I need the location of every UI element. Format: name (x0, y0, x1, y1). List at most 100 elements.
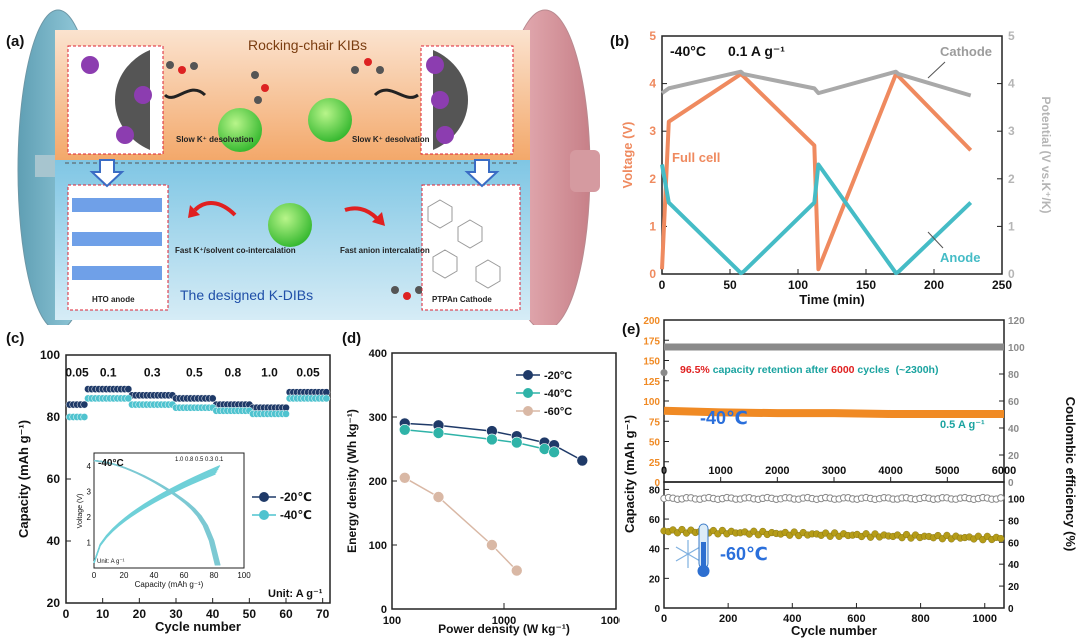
inset-unit: Unit: A g⁻¹ (97, 559, 125, 565)
y-tick-label-e-bottom: 0 (654, 604, 660, 615)
capacity-point-e-bottom (997, 534, 1005, 543)
inset-rates: 1.0 0.8 0.5 0.3 0.1 (175, 457, 224, 463)
b-ylabel-left: Voltage (V) (620, 122, 635, 189)
b-ylabel-right: Potential (V vs.K⁺/K) (1039, 96, 1053, 213)
y-tick-label-c: 80 (47, 410, 61, 424)
c-ylabel: Capacity (mAh g⁻¹) (16, 420, 31, 538)
ptpan-structure (427, 199, 501, 289)
legend-marker-d (523, 370, 533, 380)
y-tick-label-e-bottom: 20 (649, 574, 661, 585)
panel-b: (b) 0 50 100 150 200 250 0 01 12 23 34 45 5 -40°C 0… (610, 29, 1053, 307)
slow-arrow (373, 88, 419, 99)
inset-charge-curve (93, 473, 216, 564)
legend-c-20: -20℃ (280, 490, 312, 504)
b-xlabel: Time (min) (799, 292, 865, 307)
plot-frame-b (661, 35, 1003, 275)
series-line-d (404, 429, 555, 453)
panel-e: (e) 0 1000 2000 3000 4000 5000 600002550751001… (622, 316, 1078, 638)
inset-temp: -40°C (98, 458, 124, 469)
data-point-c (208, 394, 217, 403)
e-temp-bottom: -60℃ (720, 544, 768, 564)
x-tick-label-c: 50 (243, 607, 257, 621)
legend-marker-d (523, 388, 533, 398)
y-tick-label-c: 60 (47, 472, 61, 486)
y-axis-c: 20 40 60 80 100 (40, 348, 71, 610)
y-tick-label-b-right: 4 (1008, 77, 1015, 91)
panel-a-label: (a) (6, 33, 24, 50)
x-tick-label-e-top: 2000 (765, 465, 789, 477)
data-point-d (548, 446, 560, 458)
plot-frame-d (391, 352, 617, 610)
k-ion (426, 56, 444, 74)
y-tick-label-d: 200 (369, 476, 387, 488)
k-ion (116, 126, 134, 144)
red-arrow-left (193, 201, 237, 217)
x-tick-label-b: 250 (992, 278, 1012, 292)
y-tick-label-e-top: 50 (649, 438, 661, 449)
series-line-d (404, 477, 518, 572)
y-tick-label-e-top: 100 (643, 397, 660, 408)
capacity-band-e-top (663, 406, 1004, 418)
series-d (398, 417, 589, 577)
x-tick-label-b: 200 (924, 278, 944, 292)
y-tick-label-b: 5 (649, 29, 656, 43)
x-tick-label-e-bottom: 400 (783, 613, 801, 625)
y-tick-label-e-bottom-right: 0 (1008, 604, 1014, 615)
x-tick-label-e-top: 0 (661, 465, 667, 477)
legend-c: -20℃ -40℃ (252, 490, 312, 522)
x-tick-label-e-bottom: 800 (911, 613, 929, 625)
y-tick-label-e-top: 175 (643, 336, 660, 347)
y-tick-label-b: 1 (649, 219, 656, 233)
c-unit-note: Unit: A g⁻¹ (268, 588, 323, 600)
b-temp: -40°C (670, 43, 706, 59)
b-ann-full: Full cell (672, 150, 720, 165)
data-point-d (510, 564, 523, 577)
inset-x-tick-label: 100 (237, 571, 251, 580)
x-tick-label-c: 10 (96, 607, 110, 621)
rate-label-c: 0.1 (100, 366, 117, 380)
x-tick-label-e-top: 5000 (935, 465, 959, 477)
data-point-d (486, 539, 498, 551)
inset-curves (93, 460, 221, 566)
panel-e-label: (e) (622, 321, 640, 338)
x-tick-label-d: 1000 (492, 615, 516, 627)
e-ylabel-right: Coulombic efficiency (%) (1063, 397, 1078, 552)
ce-point-e-bottom (997, 494, 1005, 502)
data-point-d (398, 472, 411, 484)
x-tick-label-b: 100 (788, 278, 808, 292)
solvated-ion (308, 98, 352, 142)
inset-x-tick-label: 60 (180, 571, 189, 580)
x-tick-label-e-top: 3000 (822, 465, 846, 477)
x-tick-label-c: 40 (206, 607, 220, 621)
d-ylabel: Energy density (Wh kg⁻¹) (345, 409, 359, 553)
y-tick-label-e-top-right: 100 (1008, 343, 1025, 354)
x-tick-label-b: 0 (659, 278, 666, 292)
series-b (660, 69, 973, 276)
x-tick-label-b: 50 (723, 278, 737, 292)
y-tick-label-b-right: 2 (1008, 172, 1015, 186)
y-tick-label-e-top-right: 20 (1008, 451, 1020, 462)
rate-label-c: 0.05 (296, 366, 320, 380)
y-tick-label-b: 0 (649, 267, 656, 281)
y-tick-label-e-top-right: 40 (1008, 424, 1020, 435)
k-ion (81, 56, 99, 74)
hto-layers (72, 198, 162, 280)
x-tick-label-d: 100 (383, 615, 401, 627)
retention-text: 96.5% capacity retention after 6000 cycl… (680, 364, 938, 376)
panel-a: (a) Rocking-chair KIBs Slow K⁺ desolvati… (6, 9, 600, 325)
inset-x-tick-label: 40 (150, 571, 159, 580)
y-tick-label-c: 40 (47, 534, 61, 548)
solvated-ion (268, 203, 312, 247)
y-tick-label-e-bottom-right: 100 (1008, 494, 1025, 505)
y-tick-label-e-top: 75 (649, 417, 661, 428)
c-xlabel: Cycle number (155, 619, 241, 634)
retention-pct: 96.5% (680, 364, 710, 376)
data-point-c (124, 385, 133, 393)
inset-discharge-curve (93, 460, 217, 566)
panel-b-label: (b) (610, 33, 629, 50)
series-e-top (660, 343, 1004, 418)
y-tick-label-b-right: 5 (1008, 29, 1015, 43)
